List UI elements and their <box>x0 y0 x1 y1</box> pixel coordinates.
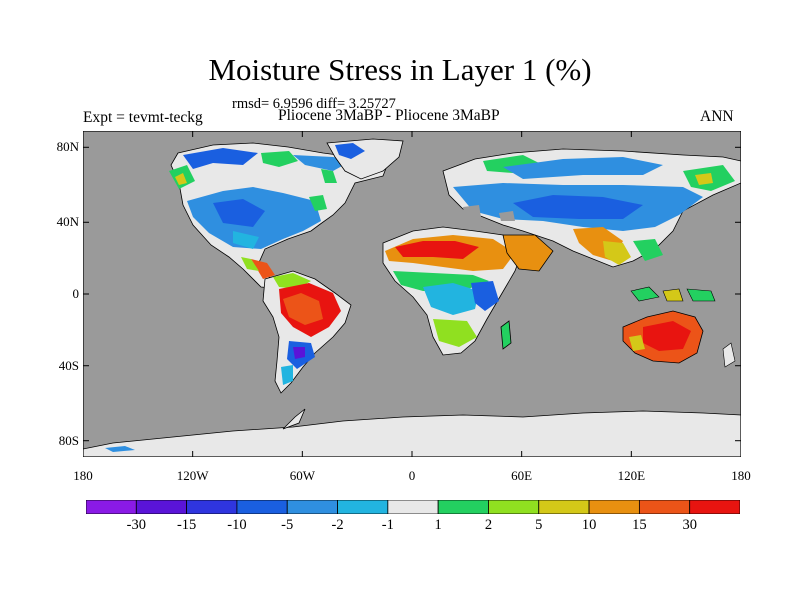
colorbar-segment <box>638 500 691 514</box>
colorbar <box>86 500 740 514</box>
lon-tick-label: 180 <box>731 468 751 483</box>
eurasia-blue-north <box>503 157 663 179</box>
colorbar-segment <box>437 500 489 514</box>
australia-yellow <box>629 335 645 351</box>
lon-tick-label: 120W <box>176 468 209 483</box>
lat-tick-label: 80N <box>56 139 79 155</box>
colorbar-label: 2 <box>484 517 493 533</box>
africa-green-south <box>433 319 477 347</box>
colorbar-label: -30 <box>126 517 146 533</box>
colorbar-segment <box>186 500 238 514</box>
world-map <box>83 131 741 457</box>
madagascar <box>500 320 512 350</box>
stats-label: rmsd= 6.9596 diff= 3.25727 <box>232 96 396 112</box>
colorbar-segment <box>86 500 137 514</box>
eurasia-yellow-east <box>695 173 713 185</box>
africa-red-sahara <box>395 241 479 259</box>
chart-title: Moisture Stress in Layer 1 (%) <box>208 52 592 87</box>
lon-tick-label: 60W <box>289 468 315 483</box>
lon-tick-label: 60E <box>511 468 533 483</box>
comparison-label: Pliocene 3MaBP - Pliocene 3MaBP <box>278 107 500 124</box>
greenland-blue <box>335 143 365 159</box>
lon-tick-label: 120E <box>617 468 646 483</box>
eurasia-dark-blue <box>513 195 643 219</box>
colorbar-segment <box>337 500 389 514</box>
new-guinea <box>686 288 716 302</box>
colorbar-segment <box>387 500 439 514</box>
experiment-label: Expt = tevmt-teckg <box>83 109 203 126</box>
colorbar-segment <box>135 500 188 514</box>
colorbar-segment <box>538 500 590 514</box>
colorbar-label: 15 <box>632 517 647 533</box>
colorbar-label: 30 <box>682 517 697 533</box>
greenland-green <box>321 169 337 183</box>
eurasia-green-southeast <box>633 239 663 261</box>
sa-orange-amazon <box>283 293 323 325</box>
na-dark-blue <box>213 199 265 227</box>
period-label: ANN <box>700 108 734 125</box>
colorbar-label: 5 <box>535 517 543 533</box>
na-green-mexico <box>241 257 259 271</box>
colorbar-label: -5 <box>281 517 294 533</box>
colorbar-segment <box>286 500 338 514</box>
lat-tick-label: 80S <box>58 432 79 448</box>
lat-tick-label: 0 <box>72 286 80 301</box>
colorbar-segment <box>488 500 540 514</box>
lat-tick-label: 40S <box>58 357 79 373</box>
colorbar-segment <box>588 500 640 514</box>
colorbar-label: -15 <box>176 517 197 533</box>
na-orange-mexico <box>251 259 275 279</box>
na-green-hudson <box>261 151 298 167</box>
new-zealand <box>722 342 736 368</box>
arabia <box>502 234 554 272</box>
lon-tick-label: 0 <box>408 468 416 483</box>
colorbar-segment <box>236 500 288 514</box>
antarctica-blue-patch <box>105 446 135 452</box>
eurasia-grey-patch-1 <box>463 205 481 217</box>
colorbar-label: 10 <box>581 517 597 533</box>
eurasia-yellow-india <box>603 241 631 265</box>
lon-tick-label: 180 <box>73 468 93 483</box>
na-cyan-south <box>233 231 259 249</box>
indonesia-2 <box>662 288 684 302</box>
antarctica <box>83 410 741 457</box>
colorbar-label: -2 <box>331 517 344 533</box>
na-arctic-blue <box>183 148 258 169</box>
colorbar-label: 1 <box>434 517 442 533</box>
colorbar-label: -10 <box>227 517 247 533</box>
antarctic-peninsula <box>282 408 306 430</box>
colorbar-segment <box>689 500 740 514</box>
africa-green-sahel <box>393 271 489 291</box>
sa-cyan-patagonia <box>281 365 293 385</box>
na-yellow-west <box>175 173 187 185</box>
eurasia-grey-patch-2 <box>499 211 515 221</box>
australia-red <box>643 321 691 351</box>
colorbar-label: -1 <box>381 517 394 533</box>
lat-tick-label: 40N <box>56 214 79 230</box>
indonesia-1 <box>630 286 660 302</box>
na-green-east <box>309 195 327 211</box>
sa-purple-south <box>293 347 305 359</box>
africa-blue-east <box>471 281 499 311</box>
africa-cyan-central <box>423 283 479 315</box>
